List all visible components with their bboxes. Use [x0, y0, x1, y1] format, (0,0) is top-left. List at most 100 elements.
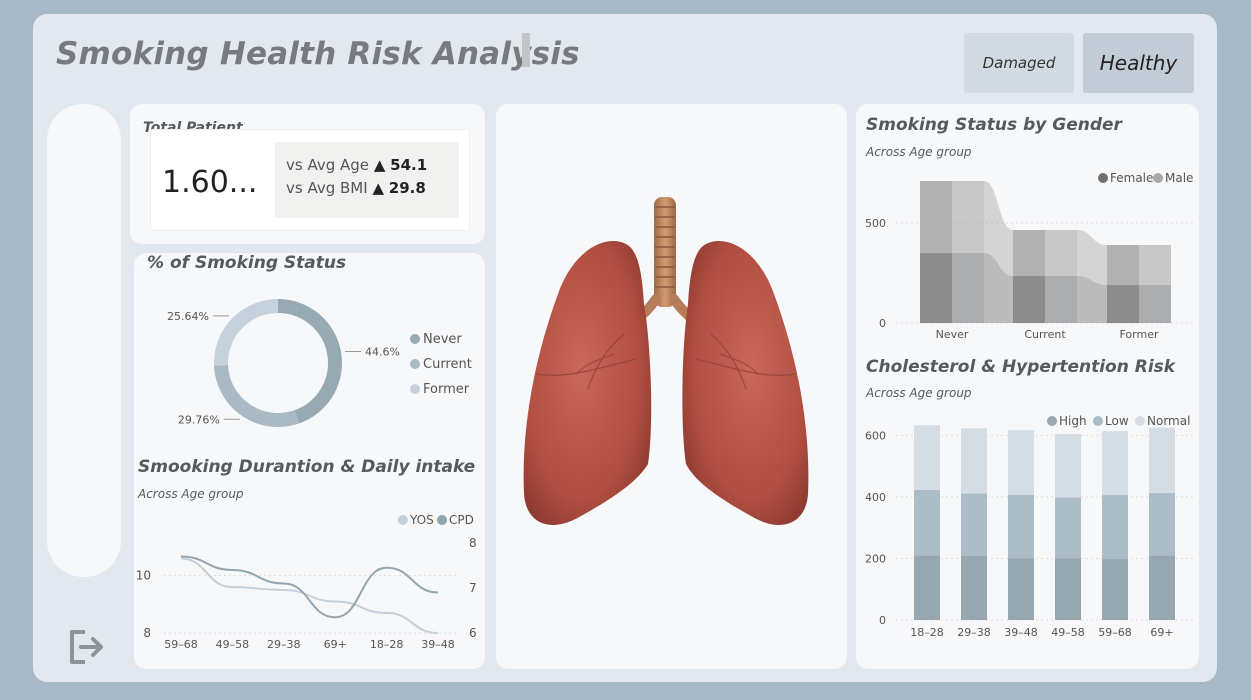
legend-label-normal: Normal [1147, 414, 1190, 428]
ribbon-male [984, 181, 1013, 276]
bar-male-former [1107, 245, 1139, 285]
total-patient-value: 1.60... [162, 165, 258, 200]
kpi-comparison-box [275, 142, 459, 218]
bar-male-current [1045, 230, 1077, 276]
ribbon-female [1077, 276, 1107, 323]
x-tick-label: 18–28 [910, 626, 944, 639]
x-tick-label: 18–28 [370, 638, 404, 651]
side-navigation-panel [47, 104, 121, 577]
bar-low-segment [1149, 492, 1175, 556]
bar-low-segment [1008, 494, 1034, 559]
bar-low-segment [1102, 495, 1128, 560]
smoking-duration-line-chart: 8 10 6 7 8 59–68 49–58 29–38 69+ 18–28 39–48 YOS CPD [136, 513, 477, 651]
damaged-toggle-button[interactable]: Damaged [964, 33, 1074, 93]
x-tick-label: 59–68 [164, 638, 198, 651]
y-tick-label: 0 [879, 614, 886, 627]
y-right-tick-label: 6 [469, 626, 477, 640]
ribbon-male [1077, 230, 1107, 285]
donut-data-label: 44.6% [365, 346, 400, 359]
avg-age-value: 54.1 [390, 156, 428, 174]
smoking-status-donut-chart: 44.6% 29.76% 25.64% Never Current Former [167, 299, 472, 427]
x-tick-label: 29–38 [267, 638, 301, 651]
donut-slice-current [214, 364, 300, 427]
bar-high-segment [1149, 555, 1175, 620]
y-right-tick-label: 8 [469, 536, 477, 550]
y-tick-label: 200 [865, 552, 886, 565]
smoking-duration-subtitle: Across Age group [138, 487, 244, 501]
legend-label-never: Never [423, 332, 462, 347]
cholesterol-chart-subtitle: Across Age group [866, 386, 972, 400]
legend-label-yos: YOS [409, 513, 434, 527]
healthy-toggle-button[interactable]: Healthy [1083, 33, 1194, 93]
donut-data-label: 25.64% [167, 310, 209, 323]
y-tick-label: 400 [865, 491, 886, 504]
x-tick-label: 29–38 [957, 626, 991, 639]
bar-female-current [1045, 276, 1077, 323]
avg-age-label: vs Avg Age [286, 156, 370, 174]
bar-female-never [952, 253, 984, 323]
bar-male-former [1139, 245, 1171, 285]
bar-normal-segment [1149, 427, 1175, 493]
bar-high-segment [1055, 558, 1081, 620]
x-tick-label: 49–58 [1051, 626, 1085, 639]
x-tick-label: Former [1120, 328, 1159, 341]
gender-chart-subtitle: Across Age group [866, 145, 972, 159]
smoking-status-title: % of Smoking Status [147, 253, 347, 273]
title-accent-bar [522, 33, 530, 67]
bar-normal-segment [914, 425, 940, 490]
bar-high-segment [1102, 559, 1128, 620]
bar-female-current [1013, 276, 1045, 323]
bar-female-never [920, 253, 952, 323]
x-tick-label: 59–68 [1098, 626, 1132, 639]
y-tick-label: 600 [865, 429, 886, 442]
bar-male-never [920, 181, 952, 253]
cholesterol-chart-title: Cholesterol & Hypertention Risk [866, 357, 1176, 377]
donut-slice-never [277, 299, 342, 424]
series-line-yos [180, 557, 439, 634]
avg-age-arrow: ▲ [373, 156, 386, 174]
x-tick-label: 69+ [1150, 626, 1173, 639]
legend-marker-male [1153, 173, 1163, 183]
bar-normal-segment [1008, 430, 1034, 495]
smoking-duration-title: Smooking Durantion & Daily intake [138, 457, 476, 477]
gender-chart-title: Smoking Status by Gender [866, 115, 1122, 135]
legend-label-low: Low [1105, 414, 1129, 428]
legend-label-male: Male [1165, 171, 1193, 185]
bar-normal-segment [961, 428, 987, 494]
donut-data-label: 29.76% [178, 413, 220, 426]
bar-high-segment [1008, 558, 1034, 620]
page-title: Smoking Health Risk Analysis [56, 36, 580, 72]
bar-low-segment [914, 489, 940, 556]
bar-male-never [952, 181, 984, 253]
avg-bmi-arrow: ▲ [372, 179, 384, 197]
bar-high-segment [961, 556, 987, 620]
x-tick-label: 69+ [324, 638, 347, 651]
avg-age-line: vs Avg Age ▲ 54.1 [286, 156, 427, 174]
bar-male-current [1013, 230, 1045, 276]
avg-bmi-label: vs Avg BMI [286, 179, 368, 197]
logout-icon[interactable] [68, 628, 106, 666]
legend-marker-current [410, 359, 420, 369]
x-tick-label: 39–48 [421, 638, 455, 651]
avg-bmi-value: 29.8 [388, 179, 426, 197]
legend-marker-high [1047, 416, 1057, 426]
y-tick-label: 500 [865, 217, 886, 230]
cholesterol-stacked-bar-chart: 0 200 400 600 18–28 29–38 39–48 49–58 59–68 69+ Hi… [865, 414, 1194, 639]
bar-normal-segment [1102, 431, 1128, 496]
lungs-image [523, 197, 809, 525]
x-tick-label: Never [936, 328, 969, 341]
legend-marker-female [1098, 173, 1108, 183]
y-left-tick-label: 10 [136, 569, 151, 583]
legend-marker-never [410, 334, 420, 344]
legend-label-current: Current [423, 357, 472, 372]
x-tick-label: 49–58 [216, 638, 250, 651]
ribbon-female [984, 253, 1013, 323]
x-tick-label: 39–48 [1004, 626, 1038, 639]
x-tick-label: Current [1024, 328, 1066, 341]
legend-marker-cpd [437, 515, 447, 525]
series-line-cpd [180, 555, 439, 619]
avg-bmi-line: vs Avg BMI ▲ 29.8 [286, 179, 426, 197]
legend-marker-normal [1135, 416, 1145, 426]
y-right-tick-label: 7 [469, 581, 477, 595]
legend-label-cpd: CPD [449, 513, 474, 527]
